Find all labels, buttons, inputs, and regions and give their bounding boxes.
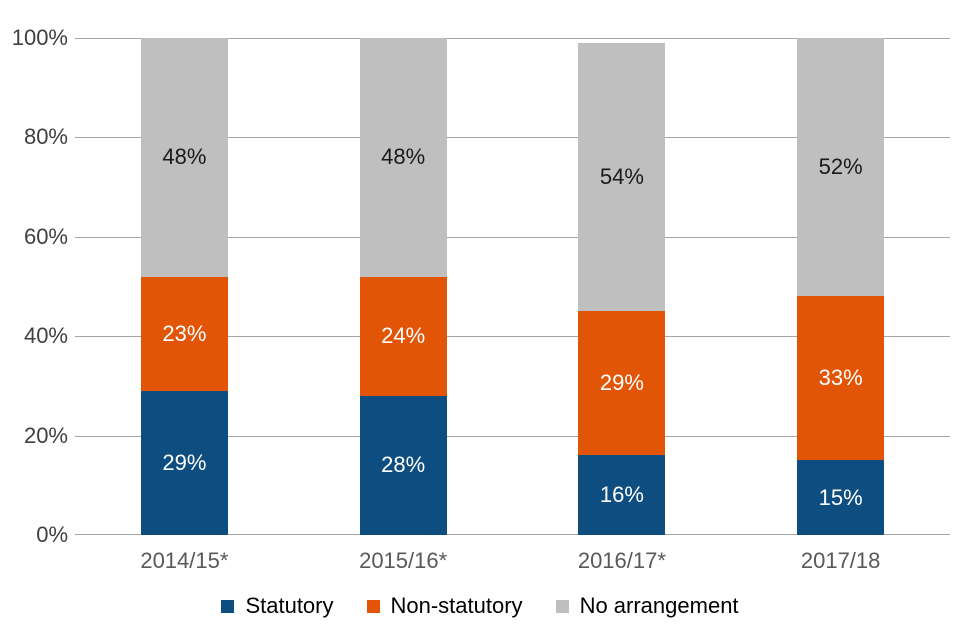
bar-segment: 33% [797,296,885,461]
y-tick-label: 100% [11,25,68,50]
bar-segment: 23% [140,276,228,391]
gridline [75,436,950,437]
x-tick-label: 2017/18 [800,548,881,573]
bar-segment-label: 52% [818,154,863,180]
y-tick-label: 60% [23,224,68,249]
gridline [75,137,950,138]
plot-area: 29% 23% 48% 28% 24% 48% 16% 29% 54% 15% 33% 52% [75,38,950,535]
bar-segment-label: 29% [162,449,207,475]
legend-swatch [366,599,380,613]
gridline [75,534,950,535]
y-tick-label: 80% [23,124,68,149]
x-tick-label: 2016/17* [577,548,666,573]
gridline [75,237,950,238]
legend-label: Non-statutory [390,593,523,618]
bar-segment-label: 28% [381,452,426,478]
x-tick-label: 2014/15* [140,548,229,573]
bar-segment-label: 16% [599,482,644,508]
y-tick-label: 20% [23,423,68,448]
legend-swatch [555,599,569,613]
legend-item: Non-statutory [366,593,523,619]
legend-label: Statutory [245,593,334,618]
bar-segment-label: 24% [381,323,426,349]
y-tick-label: 0% [36,522,68,547]
legend: Statutory Non-statutory No arrangement [0,593,960,619]
bar-segment-label: 33% [818,365,863,391]
bar-segment: 24% [359,276,447,396]
legend-item: No arrangement [555,593,739,619]
bar-segment: 29% [578,311,666,456]
gridline [75,336,950,337]
bar-segment-label: 54% [599,164,644,190]
bar-segment: 15% [797,460,885,535]
legend-item: Statutory [221,593,334,619]
bar-segment: 48% [359,38,447,277]
bar-segment: 28% [359,395,447,535]
bar-segment: 48% [140,38,228,277]
bar-segment: 54% [578,42,666,312]
legend-label: No arrangement [579,593,739,618]
bar-segment-label: 29% [599,370,644,396]
bar-segment-label: 23% [162,320,207,346]
bar-segment: 52% [797,38,885,297]
bar-segment-label: 48% [381,144,426,170]
y-tick-label: 40% [23,323,68,348]
x-tick-label: 2015/16* [359,548,448,573]
bar-segment: 29% [140,390,228,535]
bar-segment: 16% [578,455,666,535]
bar-segment-label: 15% [818,484,863,510]
gridline [75,38,950,39]
legend-swatch [221,599,235,613]
bar-segment-label: 48% [162,144,207,170]
